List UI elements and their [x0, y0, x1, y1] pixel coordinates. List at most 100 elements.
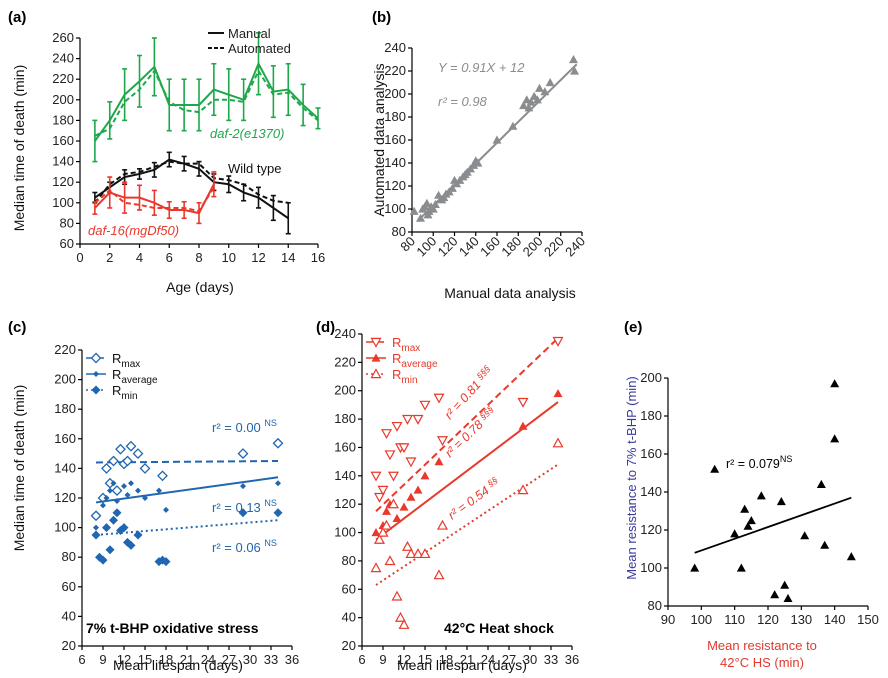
y-tick-label: 140 [334, 468, 356, 483]
scatter-point-raverage [399, 502, 409, 511]
scatter-point-b [532, 95, 542, 104]
y-tick-label: 100 [640, 560, 662, 575]
r2-label-e: r² = 0.079NS [726, 454, 792, 471]
fit-line-rmin [375, 463, 559, 586]
scatter-point-raverage [110, 480, 117, 487]
y-tick-label: 200 [334, 383, 356, 398]
x-tick-label: 160 [477, 234, 503, 260]
x-tick-label: 36 [285, 652, 299, 667]
scatter-point-rmax [401, 414, 414, 425]
scatter-point-e [776, 497, 786, 506]
scatter-point-rmin [380, 519, 393, 530]
scatter-point-e [736, 563, 746, 572]
axis-title-y-c: Median time of death (min) [11, 385, 27, 552]
fit-line-rmax [95, 460, 279, 464]
scatter-point-rmax [373, 492, 386, 503]
y-tick-label: 180 [640, 408, 662, 423]
scatter-point-rmax [433, 393, 445, 404]
fit-line-raverage [95, 476, 279, 504]
y-tick-label: 20 [62, 638, 76, 653]
scatter-point-e [780, 580, 790, 589]
scatter-point-raverage [413, 485, 423, 494]
y-tick-label: 100 [54, 520, 76, 535]
y-tick-label: 240 [52, 51, 74, 66]
x-tick-label: 4 [136, 250, 143, 265]
x-tick-label: 30 [243, 652, 257, 667]
scatter-point-rmin [273, 508, 283, 518]
scatter-point-b [519, 101, 529, 110]
panel-label-d: (d) [316, 319, 335, 336]
scatter-point-raverage [156, 487, 162, 494]
scatter-point-rmin [398, 618, 410, 629]
x-tick-label: 0 [76, 250, 83, 265]
y-tick-label: 260 [52, 30, 74, 45]
scatter-point-rmin [238, 508, 248, 518]
y-tick-label: 200 [384, 86, 406, 101]
scatter-point-e [710, 464, 720, 473]
x-tick-label: 130 [790, 612, 812, 627]
scatter-point-raverage [142, 495, 148, 501]
scatter-point-e [746, 516, 756, 525]
x-tick-label: 12 [251, 250, 265, 265]
scatter-point-rmax [552, 336, 564, 347]
scatter-point-rmin [161, 557, 171, 567]
x-tick-label: 110 [724, 612, 745, 627]
scatter-point-rmin [419, 548, 431, 559]
y-tick-label: 160 [334, 439, 356, 454]
scatter-point-rmin [384, 555, 396, 566]
scatter-point-raverage [518, 421, 528, 430]
legend-marker [371, 353, 381, 362]
scatter-point-e [820, 540, 830, 549]
scatter-point-b [422, 198, 432, 207]
scatter-point-rmax [90, 510, 102, 522]
equation-b: Y = 0.91X + 12 [438, 60, 525, 75]
scatter-point-e [800, 531, 810, 540]
scatter-point-raverage [135, 487, 141, 494]
scatter-point-rmin [91, 530, 101, 540]
legend-marker [90, 352, 102, 364]
y-tick-label: 100 [52, 195, 74, 210]
scatter-point-e [740, 504, 750, 513]
y-tick-label: 180 [54, 401, 76, 416]
scatter-point-rmin [373, 533, 386, 544]
scatter-point-rmax [115, 443, 126, 455]
y-tick-label: 160 [52, 133, 74, 148]
caption-d: 42°C Heat shock [444, 620, 554, 636]
y-tick-label: 200 [640, 370, 662, 385]
x-tick-label: 14 [281, 250, 295, 265]
series-line-5 [94, 186, 215, 213]
axis-title-x-b: Manual data analysis [444, 285, 576, 301]
fit-line-e [694, 496, 852, 554]
scatter-point-rmax [139, 462, 151, 474]
scatter-point-rmax [370, 471, 382, 482]
x-tick-label: 9 [379, 652, 386, 667]
scatter-point-rmax [517, 397, 529, 408]
scatter-point-raverage [128, 480, 134, 487]
scatter-point-rmin [517, 484, 529, 495]
scatter-point-raverage [163, 506, 169, 513]
scatter-point-e [783, 593, 793, 602]
scatter-point-b [540, 87, 550, 96]
x-tick-label: 100 [413, 234, 439, 260]
x-tick-label: 140 [456, 234, 482, 260]
x-tick-label: 27 [222, 652, 236, 667]
y-tick-label: 80 [60, 215, 74, 230]
scatter-point-rmin [133, 530, 143, 540]
plot-area-a: 60 80 100 120 140 160 180 200 220 240 260 0 2 4 6 8 10 12… [52, 30, 325, 265]
series-line-0 [94, 61, 319, 142]
scatter-point-b [570, 66, 580, 75]
panel-label-a: (a) [8, 9, 26, 26]
scatter-point-e [770, 590, 780, 599]
scatter-point-raverage [420, 471, 430, 480]
x-tick-label: 8 [195, 250, 202, 265]
y-tick-label: 40 [342, 610, 356, 625]
scatter-point-raverage [275, 480, 281, 487]
y-tick-label: 160 [384, 132, 406, 147]
y-tick-label: 20 [342, 638, 356, 653]
y-tick-label: 180 [384, 109, 406, 124]
scatter-point-raverage [124, 492, 131, 499]
x-tick-label: 140 [824, 612, 846, 627]
scatter-point-raverage [121, 483, 127, 490]
scatter-point-e [690, 563, 700, 572]
scatter-point-b [569, 55, 578, 64]
